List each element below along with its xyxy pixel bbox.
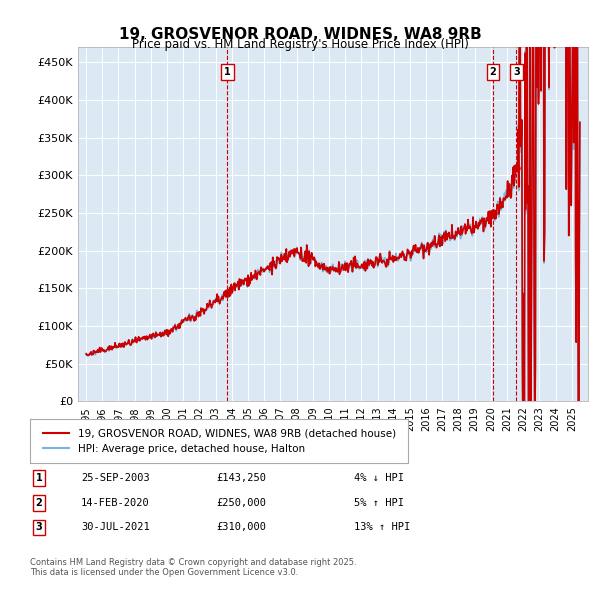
Text: 5% ↑ HPI: 5% ↑ HPI	[354, 498, 404, 507]
Text: 1: 1	[224, 67, 231, 77]
Text: 3: 3	[513, 67, 520, 77]
Text: 14-FEB-2020: 14-FEB-2020	[81, 498, 150, 507]
Text: 25-SEP-2003: 25-SEP-2003	[81, 473, 150, 483]
Text: 3: 3	[35, 523, 43, 532]
Text: 13% ↑ HPI: 13% ↑ HPI	[354, 523, 410, 532]
Text: 1: 1	[35, 473, 43, 483]
Text: 4% ↓ HPI: 4% ↓ HPI	[354, 473, 404, 483]
Text: 2: 2	[490, 67, 496, 77]
Text: £310,000: £310,000	[216, 523, 266, 532]
Legend: 19, GROSVENOR ROAD, WIDNES, WA8 9RB (detached house), HPI: Average price, detach: 19, GROSVENOR ROAD, WIDNES, WA8 9RB (det…	[39, 424, 400, 458]
Text: Price paid vs. HM Land Registry's House Price Index (HPI): Price paid vs. HM Land Registry's House …	[131, 38, 469, 51]
Text: £250,000: £250,000	[216, 498, 266, 507]
Text: 2: 2	[35, 498, 43, 507]
Text: Contains HM Land Registry data © Crown copyright and database right 2025.
This d: Contains HM Land Registry data © Crown c…	[30, 558, 356, 577]
Text: 30-JUL-2021: 30-JUL-2021	[81, 523, 150, 532]
Text: 19, GROSVENOR ROAD, WIDNES, WA8 9RB: 19, GROSVENOR ROAD, WIDNES, WA8 9RB	[119, 27, 481, 41]
Text: £143,250: £143,250	[216, 473, 266, 483]
